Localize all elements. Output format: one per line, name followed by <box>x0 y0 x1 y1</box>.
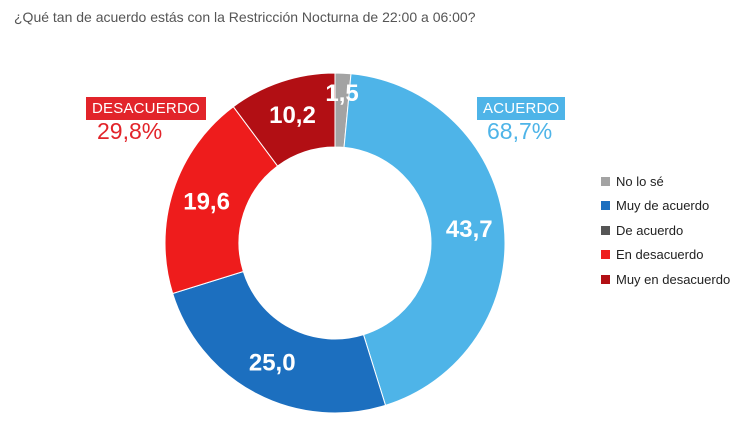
slice-3 <box>164 106 279 295</box>
legend-swatch <box>601 225 610 235</box>
donut-slices <box>164 72 506 414</box>
legend-label: En desacuerdo <box>616 247 704 263</box>
legend-swatch <box>601 250 610 260</box>
legend-label: No lo sé <box>616 173 664 189</box>
acuerdo-tag: ACUERDO <box>477 97 566 120</box>
donut-slice-labels: 1,5 43,7 25,0 19,6 10,2 <box>183 80 492 376</box>
legend-swatch <box>601 201 610 211</box>
slice-2 <box>172 270 387 414</box>
chart-legend: No lo sé Muy de acuerdo De acuerdo En desac… <box>601 169 730 292</box>
legend-item-2: De acuerdo <box>601 218 730 243</box>
legend-label: Muy en desacuerdo <box>616 271 731 287</box>
slice-label-3: 19,6 <box>183 188 230 215</box>
desacuerdo-tag: DESACUERDO <box>86 97 206 120</box>
slice-label-0: 1,5 <box>325 80 358 107</box>
legend-swatch <box>601 176 610 186</box>
legend-item-4: Muy en desacuerdo <box>601 267 730 292</box>
legend-label: Muy de acuerdo <box>616 198 710 214</box>
legend-item-1: Muy de acuerdo <box>601 194 730 219</box>
slice-4 <box>232 72 336 167</box>
legend-swatch <box>601 274 610 284</box>
slice-label-4: 10,2 <box>269 102 316 129</box>
acuerdo-total: 68,7% <box>487 118 553 144</box>
legend-item-3: En desacuerdo <box>601 243 730 268</box>
legend-label: De acuerdo <box>616 222 684 238</box>
legend-item-0: No lo sé <box>601 169 730 194</box>
slice-label-1: 43,7 <box>446 216 493 243</box>
chart-question-title: ¿Qué tan de acuerdo estás con la Restric… <box>14 9 476 25</box>
desacuerdo-total: 29,8% <box>97 118 163 144</box>
slice-1 <box>343 73 506 406</box>
slice-label-2: 25,0 <box>249 350 296 377</box>
